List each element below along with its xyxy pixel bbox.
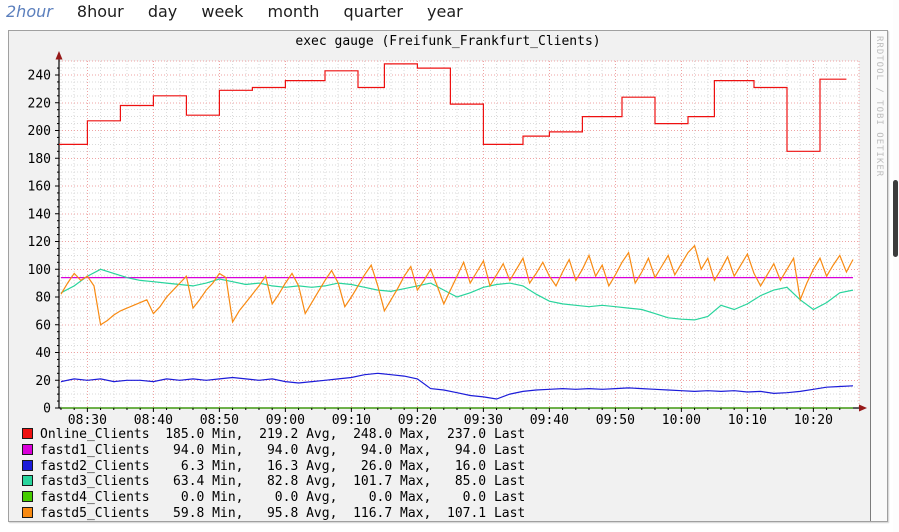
svg-text:09:40: 09:40 <box>530 413 569 428</box>
page-scrollbar <box>893 0 899 532</box>
legend-row: fastd1_Clients 94.0 Min, 94.0 Avg, 94.0 … <box>22 443 525 459</box>
svg-text:120: 120 <box>28 235 51 250</box>
svg-text:10:00: 10:00 <box>662 413 701 428</box>
svg-text:200: 200 <box>28 124 51 139</box>
nav-link-quarter[interactable]: quarter <box>343 2 403 21</box>
legend-swatch <box>22 459 33 471</box>
svg-text:08:40: 08:40 <box>134 413 173 428</box>
legend-row: fastd4_Clients 0.0 Min, 0.0 Avg, 0.0 Max… <box>22 490 525 506</box>
svg-text:100: 100 <box>28 263 51 278</box>
legend-row: Online_Clients 185.0 Min, 219.2 Avg, 248… <box>22 427 525 443</box>
legend-row: fastd2_Clients 6.3 Min, 16.3 Avg, 26.0 M… <box>22 459 525 475</box>
svg-text:40: 40 <box>35 346 51 361</box>
nav-link-2hour[interactable]: 2hour <box>6 2 53 21</box>
legend-row: fastd3_Clients 63.4 Min, 82.8 Avg, 101.7… <box>22 474 525 490</box>
scrollbar-thumb[interactable] <box>893 180 898 257</box>
legend-swatch <box>22 491 33 503</box>
svg-text:60: 60 <box>35 318 51 333</box>
legend-swatch <box>22 428 33 439</box>
svg-text:80: 80 <box>35 291 51 306</box>
chart-legend: Online_Clients 185.0 Min, 219.2 Avg, 248… <box>22 427 525 522</box>
svg-text:09:50: 09:50 <box>596 413 635 428</box>
nav-link-week[interactable]: week <box>201 2 244 21</box>
legend-text: fastd4_Clients 0.0 Min, 0.0 Avg, 0.0 Max… <box>40 490 526 506</box>
legend-swatch <box>22 475 33 487</box>
svg-text:140: 140 <box>28 207 51 222</box>
legend-swatch <box>22 443 33 455</box>
rrd-graph: 0 20 40 60 80 100 120 140 160 180 200 220 240 08:30 08… <box>9 31 887 521</box>
svg-text:09:10: 09:10 <box>332 413 371 428</box>
svg-text:180: 180 <box>28 152 51 167</box>
svg-text:09:30: 09:30 <box>464 413 503 428</box>
nav-link-year[interactable]: year <box>427 2 463 21</box>
legend-text: fastd2_Clients 6.3 Min, 16.3 Avg, 26.0 M… <box>40 458 526 474</box>
legend-text: fastd3_Clients 63.4 Min, 82.8 Avg, 101.7… <box>40 474 526 490</box>
rrdtool-watermark: RRDTOOL / TOBI OETIKER <box>874 36 884 178</box>
svg-text:240: 240 <box>28 69 51 84</box>
legend-text: fastd5_Clients 59.8 Min, 95.8 Avg, 116.7… <box>40 505 526 521</box>
svg-text:160: 160 <box>28 180 51 195</box>
svg-text:10:20: 10:20 <box>794 413 833 428</box>
svg-text:220: 220 <box>28 96 51 111</box>
watermark-strip: RRDTOOL / TOBI OETIKER <box>870 31 887 521</box>
svg-text:09:20: 09:20 <box>398 413 437 428</box>
graph-card: 0 20 40 60 80 100 120 140 160 180 200 220 240 08:30 08… <box>8 30 888 522</box>
legend-text: Online_Clients 185.0 Min, 219.2 Avg, 248… <box>40 427 526 442</box>
legend-text: fastd1_Clients 94.0 Min, 94.0 Avg, 94.0 … <box>40 442 526 458</box>
legend-row: fastd5_Clients 59.8 Min, 95.8 Avg, 116.7… <box>22 506 525 522</box>
svg-text:10:10: 10:10 <box>728 413 767 428</box>
nav-link-8hour[interactable]: 8hour <box>76 2 124 21</box>
svg-text:08:30: 08:30 <box>68 413 107 428</box>
svg-text:09:00: 09:00 <box>266 413 305 428</box>
chart-title: exec gauge (Freifunk_Frankfurt_Clients) <box>295 34 601 49</box>
legend-swatch <box>22 506 33 518</box>
nav-link-day[interactable]: day <box>147 2 178 21</box>
svg-text:08:50: 08:50 <box>200 413 239 428</box>
svg-text:0: 0 <box>43 402 51 417</box>
svg-text:20: 20 <box>35 374 51 389</box>
period-nav: 2hour 8hour day week month quarter year <box>6 2 482 26</box>
nav-link-month[interactable]: month <box>267 2 320 21</box>
